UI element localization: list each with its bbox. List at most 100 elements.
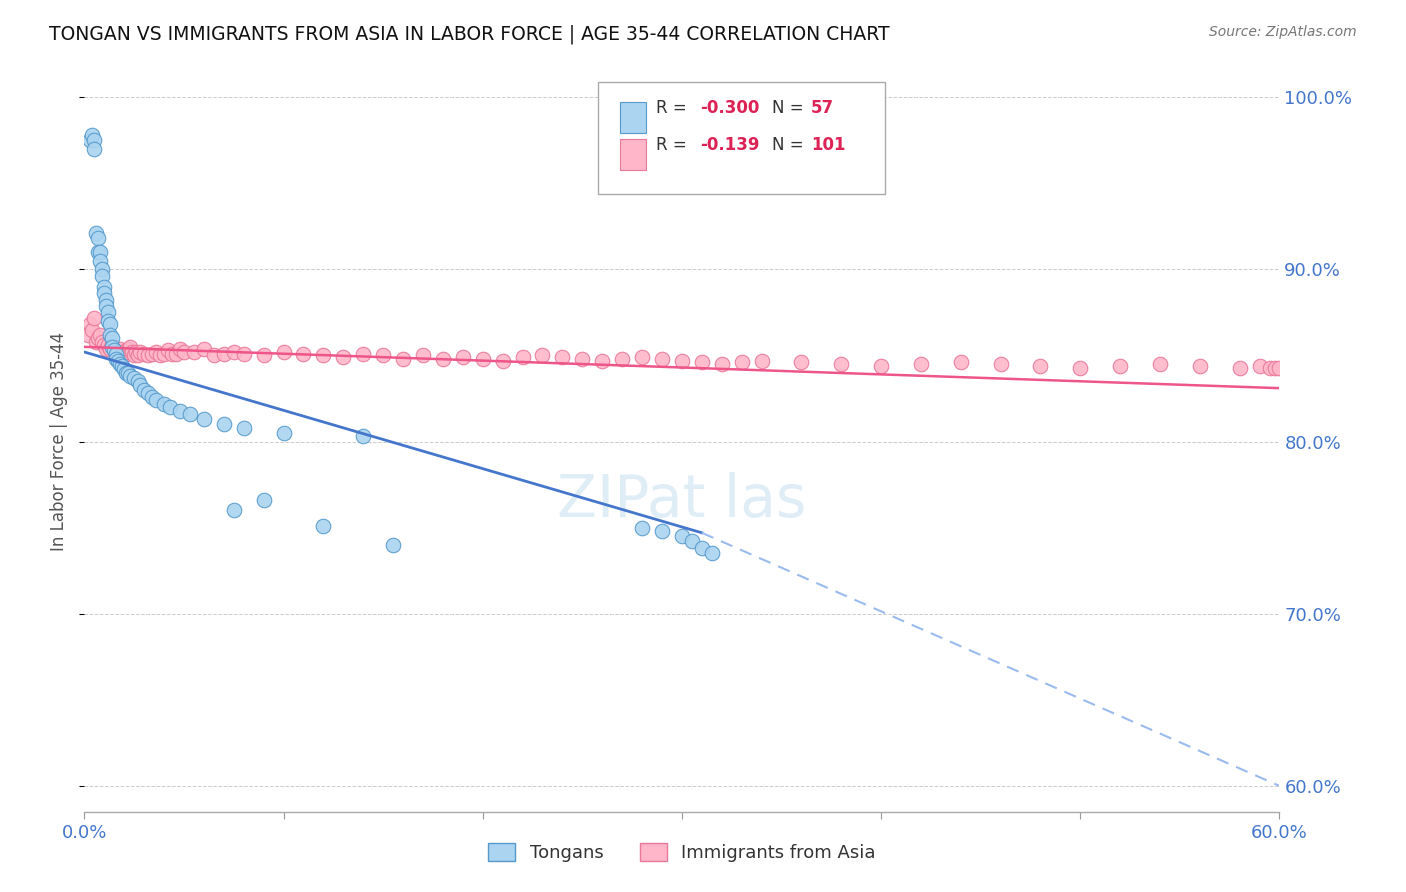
Point	[631, 350, 654, 364]
Point	[153, 397, 176, 411]
Point	[179, 407, 201, 421]
Point	[160, 347, 183, 361]
Point	[651, 351, 673, 366]
Point	[1229, 360, 1251, 375]
Point	[127, 374, 149, 388]
Y-axis label: In Labor Force | Age 35-44: In Labor Force | Age 35-44	[51, 332, 69, 551]
Point	[115, 345, 138, 359]
Point	[412, 348, 434, 362]
Point	[790, 355, 813, 369]
Point	[93, 338, 115, 352]
Point	[101, 331, 124, 345]
Text: Source: ZipAtlas.com: Source: ZipAtlas.com	[1209, 25, 1357, 39]
Point	[612, 351, 634, 366]
Point	[83, 142, 105, 156]
Point	[120, 369, 142, 384]
Text: 101: 101	[811, 136, 845, 154]
Point	[82, 323, 104, 337]
Point	[111, 359, 134, 373]
Point	[157, 343, 180, 358]
Point	[115, 366, 138, 380]
Point	[125, 345, 148, 359]
Point	[173, 345, 195, 359]
Text: R =: R =	[655, 136, 697, 154]
Point	[98, 342, 121, 356]
Point	[110, 342, 132, 356]
Point	[87, 231, 110, 245]
Text: -0.300: -0.300	[700, 99, 759, 118]
Point	[79, 133, 101, 147]
Point	[136, 348, 159, 362]
Point	[1264, 360, 1286, 375]
Point	[551, 350, 574, 364]
Point	[169, 342, 191, 356]
Point	[193, 342, 215, 356]
Point	[127, 348, 149, 362]
Point	[232, 347, 254, 361]
Point	[132, 347, 156, 361]
Point	[89, 253, 111, 268]
Point	[136, 386, 159, 401]
Point	[91, 262, 114, 277]
Point	[77, 327, 100, 342]
Legend: Tongans, Immigrants from Asia: Tongans, Immigrants from Asia	[481, 836, 883, 870]
Point	[103, 343, 125, 358]
Point	[910, 357, 932, 371]
FancyBboxPatch shape	[620, 139, 647, 169]
Point	[83, 310, 105, 325]
Point	[253, 348, 276, 362]
Point	[97, 314, 120, 328]
Point	[129, 345, 152, 359]
Point	[222, 503, 245, 517]
Point	[98, 318, 121, 332]
Point	[1258, 360, 1281, 375]
Point	[202, 348, 225, 362]
Point	[91, 269, 114, 284]
Point	[1109, 359, 1132, 373]
Point	[83, 133, 105, 147]
Point	[159, 400, 181, 414]
FancyBboxPatch shape	[620, 102, 647, 133]
Point	[87, 245, 110, 260]
Point	[1029, 359, 1052, 373]
Point	[870, 359, 893, 373]
Point	[96, 293, 118, 308]
Point	[232, 421, 254, 435]
Point	[591, 353, 613, 368]
Point	[312, 348, 335, 362]
Text: R =: R =	[655, 99, 692, 118]
Point	[253, 493, 276, 508]
Point	[312, 519, 335, 533]
Point	[990, 357, 1012, 371]
Point	[97, 305, 120, 319]
Point	[122, 348, 145, 362]
Point	[117, 342, 139, 356]
Point	[183, 345, 205, 359]
Text: 57: 57	[811, 99, 834, 118]
Point	[1268, 360, 1291, 375]
Point	[571, 351, 593, 366]
Point	[141, 347, 163, 361]
Point	[332, 350, 354, 364]
Point	[103, 342, 125, 356]
Point	[273, 345, 295, 359]
Point	[89, 327, 111, 342]
Point	[382, 538, 405, 552]
Point	[451, 350, 474, 364]
Point	[1149, 357, 1171, 371]
Point	[671, 529, 693, 543]
Point	[86, 226, 108, 240]
Point	[82, 128, 104, 142]
Point	[97, 338, 120, 352]
Point	[105, 345, 128, 359]
Point	[145, 345, 167, 359]
Point	[91, 334, 114, 349]
Text: -0.139: -0.139	[700, 136, 759, 154]
Point	[145, 393, 167, 408]
Point	[751, 353, 773, 368]
Point	[1188, 359, 1211, 373]
Point	[96, 299, 118, 313]
Point	[107, 353, 129, 368]
Point	[120, 340, 142, 354]
Point	[273, 425, 295, 440]
